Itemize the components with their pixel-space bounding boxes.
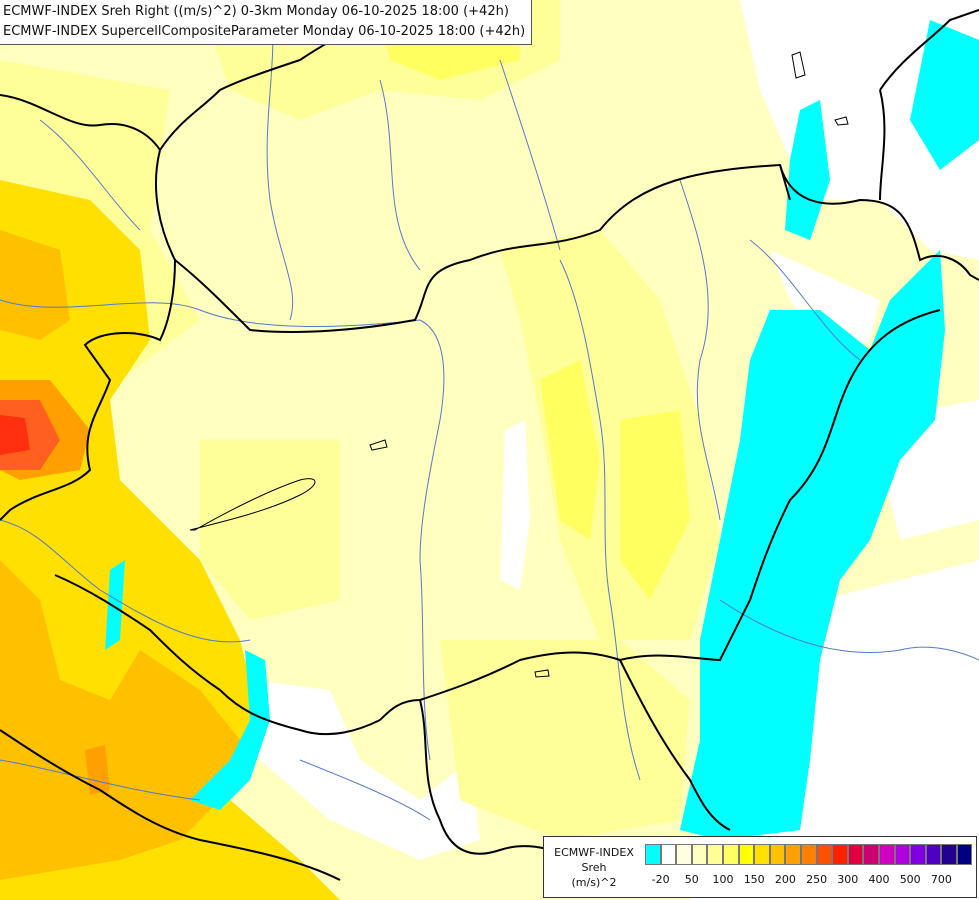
legend-tick-label: 700 [930, 873, 952, 886]
lake-small-1 [369, 439, 388, 451]
legend-swatch-18 [925, 844, 942, 865]
cyan-band-west [105, 560, 125, 650]
lake-small-4 [534, 669, 550, 678]
legend-swatch-10 [800, 844, 817, 865]
legend-swatch-13 [847, 844, 864, 865]
legend-swatch-12 [832, 844, 848, 865]
legend-swatch-15 [878, 844, 895, 865]
legend-tick-label: 50 [684, 873, 699, 886]
white-region-center [500, 420, 530, 590]
red-region-nw [0, 415, 30, 455]
legend-model-name: ECMWF-INDEX [554, 846, 634, 859]
border-east [779, 164, 979, 281]
legend-swatch-9 [785, 844, 801, 865]
river-north-1 [266, 0, 294, 321]
legend-swatch-7 [754, 844, 770, 865]
lakes [189, 51, 849, 678]
legend-swatch-11 [816, 844, 833, 865]
white-region-north-east [740, 0, 979, 260]
yellow-band-center-3 [620, 410, 690, 600]
legend-swatch-20 [956, 844, 973, 865]
cyan-band-south-west [190, 650, 270, 810]
legend-tick-label: 300 [837, 873, 859, 886]
legend-swatch-0 [645, 844, 661, 865]
border-south [54, 574, 381, 736]
river-danube-north [0, 299, 445, 761]
legend-swatch-8 [769, 844, 786, 865]
river-south-east [719, 599, 979, 661]
white-region-east [770, 250, 880, 360]
cyan-band-north-east [910, 20, 979, 170]
legend-tick-label: 200 [774, 873, 796, 886]
orange-region-west [0, 560, 240, 880]
border-north-west [0, 94, 177, 521]
legend-ticks: -20 50 100 150 200 250 300 400 500 700 [645, 871, 975, 891]
legend-tick-label: 150 [743, 873, 765, 886]
legend-tick-label: -20 [651, 873, 670, 886]
legend-title: ECMWF-INDEX Sreh (m/s)^2 [546, 845, 642, 890]
legend-tick-label: 100 [712, 873, 734, 886]
legend-swatch-3 [691, 844, 708, 865]
rivers [0, 0, 979, 821]
border-southeast [619, 659, 731, 831]
title-line-scp: ECMWF-INDEX SupercellCompositeParameter … [3, 24, 526, 39]
river-east-2 [749, 239, 861, 361]
border-east-ukraine [879, 89, 886, 201]
color-legend: ECMWF-INDEX Sreh (m/s)^2 -20 50 100 150 200 2… [543, 836, 977, 898]
river-west [0, 519, 251, 643]
legend-tick-label: 500 [899, 873, 921, 886]
border-hungary-north [174, 163, 791, 333]
border-romania [379, 309, 941, 721]
legend-swatch-16 [894, 844, 911, 865]
legend-tick-label: 400 [868, 873, 890, 886]
lake-balaton [189, 478, 316, 531]
legend-swatch-19 [941, 844, 957, 865]
legend-swatch-4 [707, 844, 723, 865]
legend-unit: (m/s)^2 [571, 876, 617, 889]
yellow-band-center-2 [540, 360, 600, 540]
river-north-3 [499, 59, 561, 251]
river-north-west [39, 119, 141, 231]
river-south [299, 759, 431, 821]
border-southwest [0, 729, 341, 881]
cyan-band-north-east-2 [785, 100, 830, 240]
yellow-band-sw-center [200, 440, 340, 620]
map-title-box: ECMWF-INDEX Sreh Right ((m/s)^2) 0-3km M… [0, 0, 533, 45]
country-borders [0, 0, 979, 881]
river-southwest [0, 759, 201, 801]
legend-swatch-14 [863, 844, 879, 865]
lake-small-2 [791, 51, 806, 79]
legend-swatch-6 [738, 844, 755, 865]
legend-swatch-1 [660, 844, 677, 865]
river-north-2 [379, 79, 421, 271]
legend-tick-label: 250 [806, 873, 828, 886]
cyan-band-main [680, 250, 945, 840]
legend-variable-name: Sreh [581, 861, 607, 874]
legend-swatch-5 [722, 844, 739, 865]
legend-swatch-2 [676, 844, 692, 865]
lake-small-3 [834, 116, 849, 126]
border-east-north [879, 9, 979, 91]
yellow-band-south [440, 640, 690, 840]
legend-swatch-17 [910, 844, 926, 865]
legend-swatches [645, 844, 973, 865]
title-line-sreh: ECMWF-INDEX Sreh Right ((m/s)^2) 0-3km M… [3, 4, 509, 19]
river-tisza [559, 259, 641, 781]
orange-region-nw [0, 230, 70, 340]
river-east-1 [679, 179, 721, 521]
